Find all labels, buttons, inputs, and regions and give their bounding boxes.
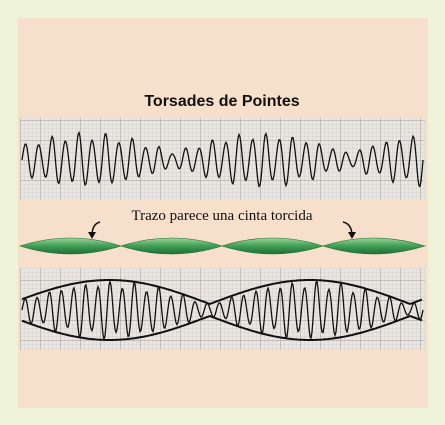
page: {"title": "Torsades de Pointes", "captio… xyxy=(0,0,445,425)
caption: Trazo parece una cinta torcida xyxy=(131,208,312,224)
illustration: Torsades de Pointes Trazo parece una cin… xyxy=(0,0,445,425)
title: Torsades de Pointes xyxy=(144,93,299,110)
